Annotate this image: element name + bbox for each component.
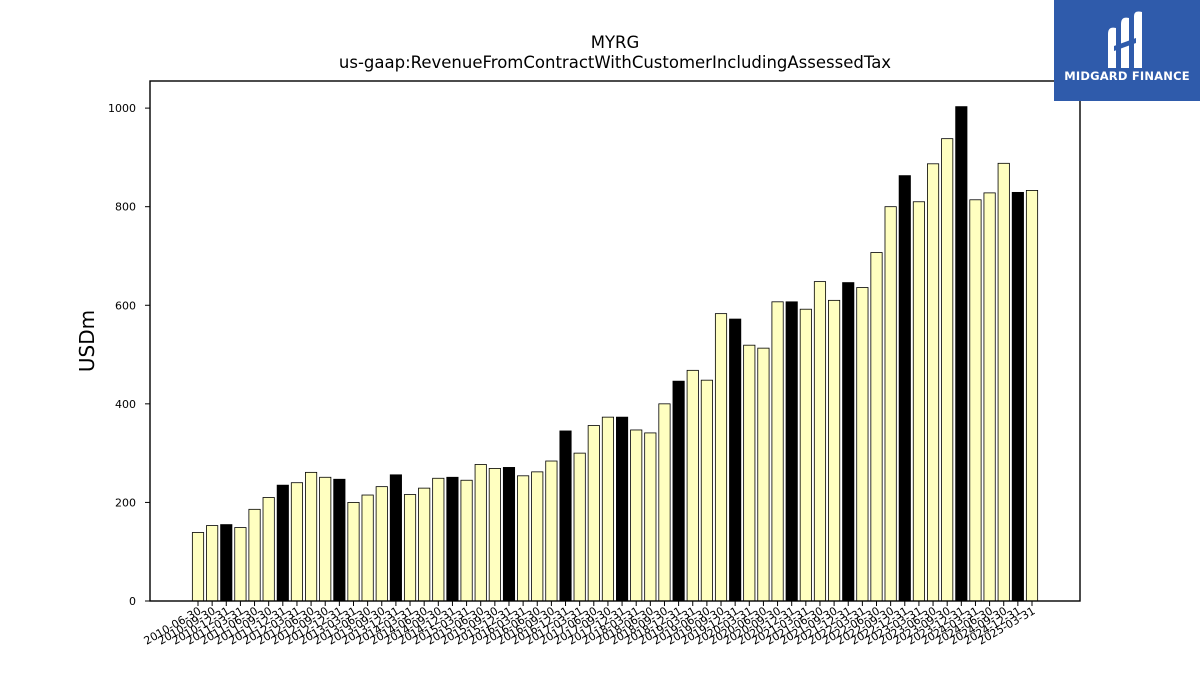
bar-2022-03-31 xyxy=(856,287,869,602)
bar-2018-09-30 xyxy=(658,403,671,602)
bar-2017-09-30 xyxy=(601,416,614,602)
bar-2011-03-31 xyxy=(234,527,247,602)
x-axis-ticks: 2010-06-302010-09-302010-12-312011-03-31… xyxy=(142,601,1038,648)
bar-2018-06-30 xyxy=(644,432,657,602)
bar-2022-12-31 xyxy=(898,175,911,602)
bar-series xyxy=(191,106,1039,602)
bar-2014-03-31 xyxy=(403,494,417,602)
bar-2023-03-31 xyxy=(912,201,925,602)
bar-2012-03-31 xyxy=(290,482,304,602)
bar-2015-06-30 xyxy=(474,464,487,602)
bar-2023-12-31 xyxy=(955,106,968,602)
bar-2012-09-30 xyxy=(319,476,332,602)
bar-2014-06-30 xyxy=(418,487,431,602)
bar-2021-03-31 xyxy=(799,308,812,602)
bar-2021-12-31 xyxy=(842,282,855,602)
bar-2023-06-30 xyxy=(927,163,940,602)
bar-2019-12-31 xyxy=(729,318,742,602)
bar-2021-06-30 xyxy=(813,281,827,602)
bar-2014-09-30 xyxy=(432,477,445,602)
bar-2025-03-31 xyxy=(1025,190,1039,602)
bar-2019-03-31 xyxy=(686,369,699,602)
bar-2020-09-30 xyxy=(771,301,784,602)
bar-2024-06-30 xyxy=(983,192,996,602)
logo-text: MIDGARD FINANCE xyxy=(1064,69,1190,83)
bar-2013-03-31 xyxy=(347,502,360,602)
bar-2014-12-31 xyxy=(446,476,459,602)
y-tick-label: 800 xyxy=(115,201,136,214)
y-axis-ticks: 0 200 400 600 800 1000 xyxy=(108,102,150,608)
plot-frame xyxy=(149,80,1081,602)
bar-2016-12-31 xyxy=(559,430,572,602)
bar-2016-09-30 xyxy=(545,460,558,602)
bar-2013-12-31 xyxy=(389,474,402,602)
bar-2013-06-30 xyxy=(361,494,374,602)
bar-2010-12-31 xyxy=(220,524,233,602)
bar-2020-03-31 xyxy=(743,344,756,602)
bar-2022-06-30 xyxy=(870,252,883,602)
bar-2017-06-30 xyxy=(587,425,600,602)
bar-2011-06-30 xyxy=(248,508,261,602)
y-tick-label: 400 xyxy=(115,398,136,411)
midgard-finance-logo: MIDGARD FINANCE xyxy=(1054,0,1200,101)
bar-2018-03-31 xyxy=(630,429,643,602)
bar-2016-03-31 xyxy=(517,475,530,602)
chart-title: MYRG xyxy=(591,33,640,52)
bar-2024-09-30 xyxy=(997,162,1010,602)
bar-2010-09-30 xyxy=(206,525,219,602)
bar-2011-09-30 xyxy=(262,497,275,602)
bar-2021-09-30 xyxy=(828,299,841,602)
chart-subtitle: us-gaap:RevenueFromContractWithCustomerI… xyxy=(339,53,891,72)
bar-2017-03-31 xyxy=(573,452,586,602)
y-axis-label: USDm xyxy=(75,310,99,372)
bar-2018-12-31 xyxy=(672,380,685,602)
bar-2019-06-30 xyxy=(700,379,713,602)
y-tick-label: 200 xyxy=(115,496,136,509)
bar-2012-12-31 xyxy=(333,478,346,602)
bar-2011-12-31 xyxy=(276,484,289,602)
bar-2010-06-30 xyxy=(191,532,205,602)
bar-2023-09-30 xyxy=(941,138,954,602)
bar-2022-09-30 xyxy=(884,206,897,602)
midgard-logo-icon xyxy=(1108,11,1142,69)
bar-2020-06-30 xyxy=(757,347,770,602)
y-tick-label: 600 xyxy=(115,299,136,312)
bar-2016-06-30 xyxy=(531,471,544,602)
bar-2012-06-30 xyxy=(305,471,318,602)
bar-2015-12-31 xyxy=(502,467,516,602)
bar-2019-09-30 xyxy=(714,313,728,602)
bar-2015-09-30 xyxy=(488,468,501,602)
bar-2013-09-30 xyxy=(375,486,388,602)
bar-2020-12-31 xyxy=(785,301,798,602)
y-tick-label: 1000 xyxy=(108,102,136,115)
bar-2015-03-31 xyxy=(460,479,473,602)
bar-2024-03-31 xyxy=(969,199,982,602)
bar-2017-12-31 xyxy=(616,416,629,602)
y-tick-label: 0 xyxy=(129,595,136,608)
bar-2024-12-31 xyxy=(1011,191,1024,602)
